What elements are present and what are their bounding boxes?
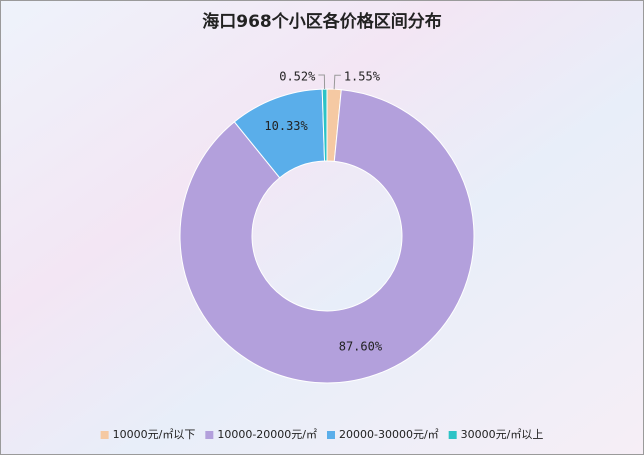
legend-swatch (327, 431, 335, 439)
legend-label: 10000-20000元/㎡ (217, 428, 317, 441)
legend-label: 20000-30000元/㎡ (339, 428, 439, 441)
legend-swatch (100, 431, 109, 439)
leader-line (333, 74, 341, 90)
chart-title: 海口968个小区各价格区间分布 (202, 11, 442, 32)
slice (321, 88, 328, 162)
legend-swatch (205, 431, 214, 439)
legend-label: 30000元/㎡以上 (461, 428, 544, 441)
slice (179, 89, 475, 384)
data-label: 0.52% (279, 70, 316, 84)
data-label: 1.55% (344, 70, 381, 84)
leader-line (318, 74, 326, 90)
data-label: 10.33% (264, 119, 308, 133)
data-label: 87.60% (339, 340, 383, 354)
legend-label: 10000元/㎡以下 (113, 428, 196, 441)
legend-swatch (448, 431, 457, 439)
